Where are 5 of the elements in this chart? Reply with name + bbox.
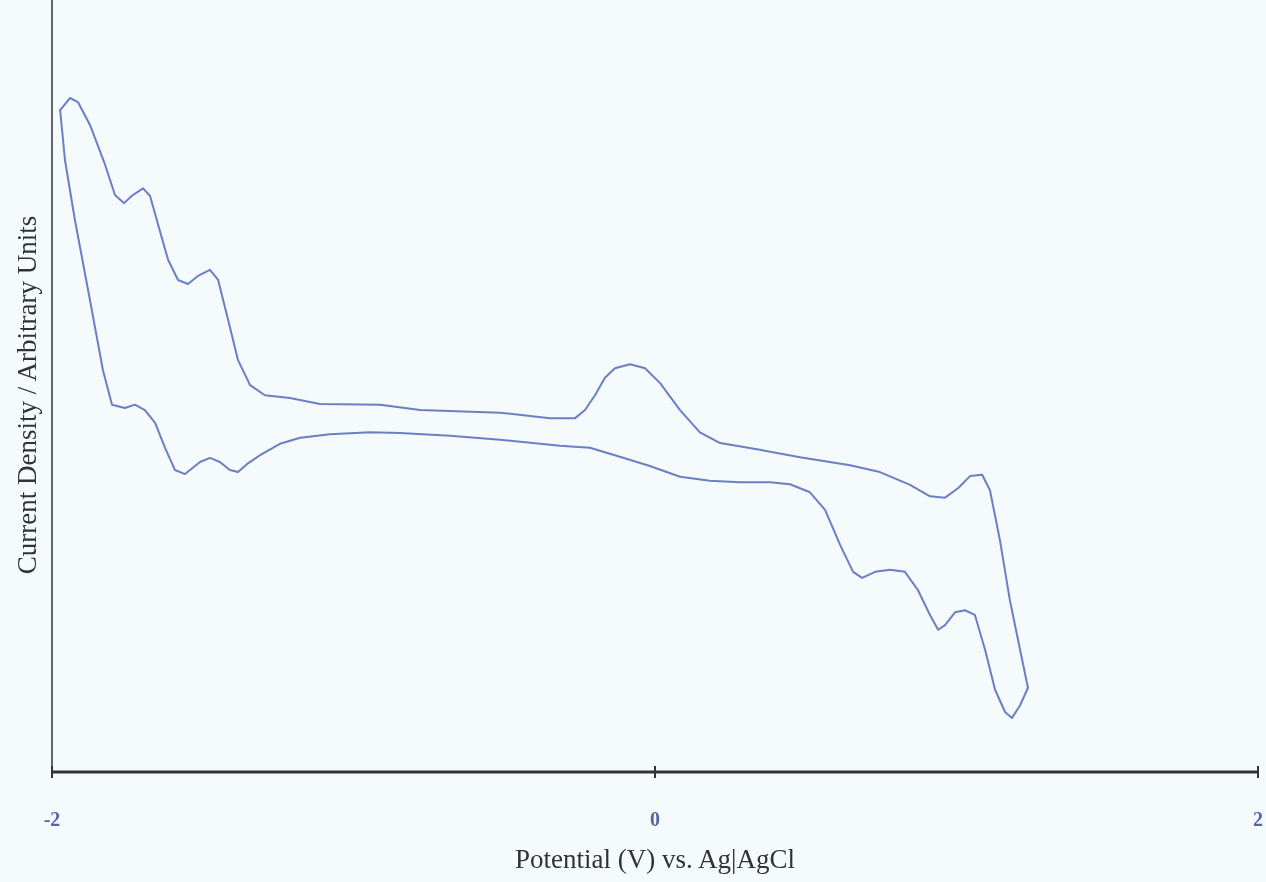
- y-axis-title: Current Density / Arbitrary Units: [12, 215, 42, 575]
- x-tick-label: -2: [43, 808, 61, 830]
- x-axis-title: Potential (V) vs. Ag|AgCl: [515, 844, 795, 874]
- x-tick-label: 0: [650, 808, 660, 830]
- x-tick-label: 2: [1253, 808, 1263, 830]
